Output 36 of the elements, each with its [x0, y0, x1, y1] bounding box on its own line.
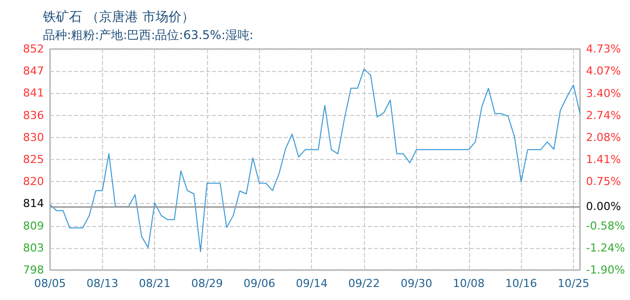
x-tick-label: 08/13 [86, 277, 118, 290]
chart-subtitle: 品种:粗粉:产地:巴西:品位:63.5%:湿吨: [43, 28, 254, 42]
x-tick-label: 08/05 [34, 277, 66, 290]
y-tick-label: 841 [23, 86, 44, 100]
y2-tick-label: 3.40% [586, 86, 621, 100]
y2-tick-label: 2.74% [586, 108, 621, 122]
line-series [50, 68, 580, 252]
y-tick-label: 830 [23, 130, 44, 144]
y2-tick-label: -1.24% [586, 242, 625, 254]
y2-tick-label: 0.00% [586, 200, 621, 214]
x-tick-label: 09/30 [400, 277, 432, 290]
y2-tick-label: -1.90% [586, 264, 625, 276]
y2-tick-label: 4.73% [586, 42, 621, 56]
y2-tick-label: 2.08% [586, 130, 621, 144]
x-tick-label: 09/22 [348, 277, 380, 290]
x-tick-label: 08/29 [191, 277, 223, 290]
y2-tick-label: 0.75% [586, 175, 621, 188]
y-tick-label: 852 [23, 42, 44, 56]
x-tick-label: 10/25 [558, 277, 590, 290]
y2-tick-label: 4.07% [586, 64, 621, 78]
y-tick-label: 820 [23, 175, 44, 188]
y-tick-label: 825 [23, 153, 44, 166]
x-tick-label: 10/08 [452, 277, 485, 290]
y-tick-label: 814 [23, 197, 44, 210]
y2-tick-label: 1.41% [586, 153, 621, 166]
x-tick-label: 10/16 [505, 277, 537, 290]
x-tick-label: 08/21 [138, 277, 171, 290]
y-tick-label: 809 [23, 219, 44, 232]
y-tick-label: 798 [23, 264, 44, 276]
y-tick-label: 847 [23, 64, 44, 78]
x-tick-label: 09/06 [244, 277, 276, 290]
x-tick-label: 09/14 [296, 277, 328, 290]
y-tick-label: 836 [23, 108, 44, 122]
y-tick-label: 803 [23, 241, 44, 254]
y2-tick-label: -0.58% [586, 220, 625, 232]
chart-title: 铁矿石 （京唐港 市场价） [42, 10, 194, 25]
